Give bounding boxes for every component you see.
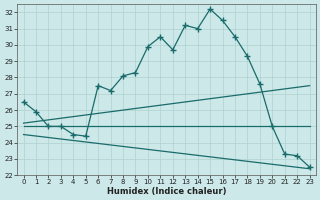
X-axis label: Humidex (Indice chaleur): Humidex (Indice chaleur) — [107, 187, 226, 196]
